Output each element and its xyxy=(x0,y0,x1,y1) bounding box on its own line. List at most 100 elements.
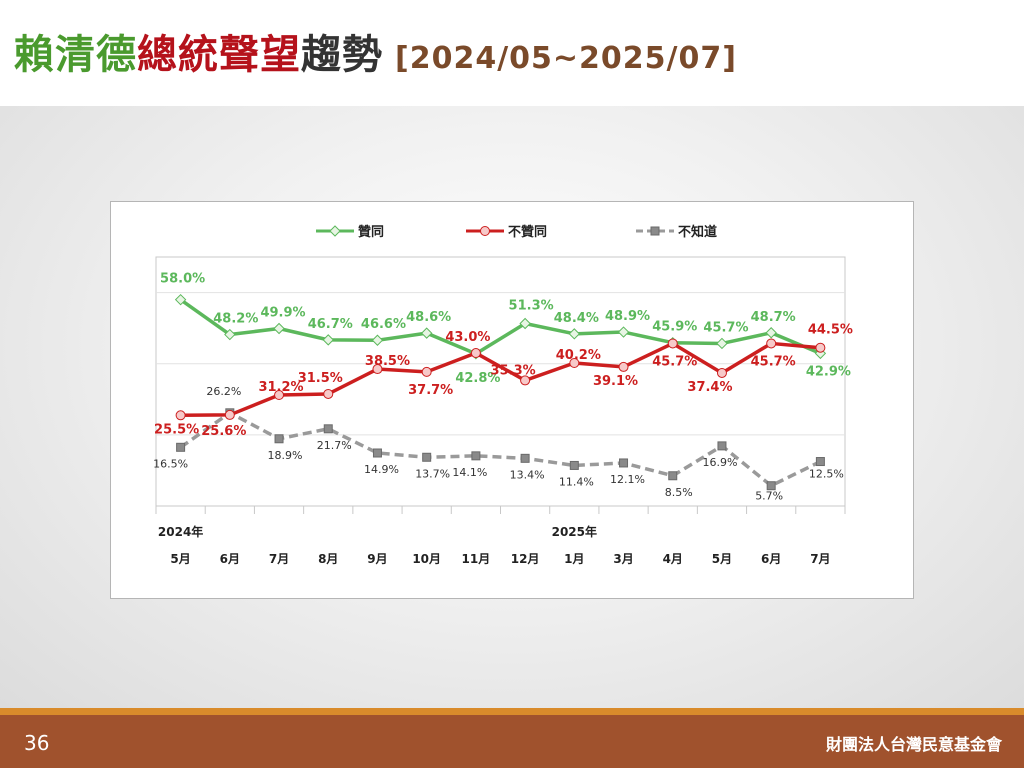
legend-marker xyxy=(480,226,490,236)
legend-label: 不贊同 xyxy=(508,224,547,240)
footer-stripe xyxy=(0,708,1024,715)
legend-marker xyxy=(329,225,341,237)
x-tick-label: 9月 xyxy=(367,552,387,566)
data-label: 13.7% xyxy=(415,467,450,480)
series-line-disapprove xyxy=(180,341,821,418)
x-tick-label: 5月 xyxy=(712,552,732,566)
data-label: 42.8% xyxy=(455,371,500,386)
organization-name: 財團法人台灣民意基金會 xyxy=(825,735,1002,754)
data-point xyxy=(568,328,581,340)
data-point xyxy=(323,424,333,434)
data-point xyxy=(176,442,186,452)
data-point xyxy=(766,338,777,349)
data-label: 12.1% xyxy=(610,473,645,486)
x-tick-label: 6月 xyxy=(761,552,781,566)
data-label: 58.0% xyxy=(160,272,205,287)
data-point xyxy=(322,334,334,346)
data-point xyxy=(716,367,727,378)
data-point xyxy=(274,434,284,444)
data-point xyxy=(668,471,678,481)
data-point xyxy=(273,322,285,335)
data-point xyxy=(569,358,580,369)
data-label: 51.3% xyxy=(509,299,554,314)
data-label: 26.2% xyxy=(206,385,241,398)
x-tick-label: 8月 xyxy=(318,552,338,566)
data-point xyxy=(174,293,187,306)
data-label: 38.5% xyxy=(365,354,410,369)
data-point xyxy=(224,409,235,420)
data-label: 40.2% xyxy=(556,348,601,363)
data-point xyxy=(420,327,433,339)
data-label: 13.4% xyxy=(510,468,545,481)
data-label: 11.4% xyxy=(559,475,594,488)
data-label: 14.1% xyxy=(452,466,487,479)
data-label: 16.9% xyxy=(702,456,737,469)
data-point xyxy=(371,334,384,346)
data-point xyxy=(224,328,236,341)
title-segment-name: 賴清德 xyxy=(14,32,137,78)
year-label: 2024年 xyxy=(158,524,203,539)
data-label: 49.9% xyxy=(260,305,305,320)
data-label: 16.5% xyxy=(153,457,188,470)
data-label: 48.6% xyxy=(406,310,451,325)
data-point xyxy=(421,366,432,377)
data-label: 37.4% xyxy=(687,380,732,395)
data-point xyxy=(519,317,531,330)
data-point xyxy=(765,327,777,339)
data-label: 44.5% xyxy=(808,323,853,338)
data-label: 39.1% xyxy=(593,374,638,389)
title-segment-trend: 趨勢 xyxy=(301,32,383,78)
data-label: 35.3% xyxy=(491,363,536,378)
data-label: 18.9% xyxy=(268,449,303,462)
x-tick-label: 11月 xyxy=(462,552,491,566)
data-label: 31.5% xyxy=(298,371,343,386)
x-tick-label: 3月 xyxy=(613,552,633,566)
data-label: 45.7% xyxy=(652,354,697,369)
data-point xyxy=(569,460,579,470)
data-label: 21.7% xyxy=(317,439,352,452)
data-point xyxy=(471,451,481,461)
data-point xyxy=(618,361,629,372)
data-point xyxy=(422,452,432,462)
data-point xyxy=(716,337,728,350)
data-label: 25.5% xyxy=(154,422,199,437)
legend-label: 不知道 xyxy=(678,224,717,240)
year-label: 2025年 xyxy=(552,524,597,539)
data-label: 46.7% xyxy=(308,317,353,332)
data-point xyxy=(274,390,285,401)
x-tick-label: 6月 xyxy=(220,552,240,566)
x-tick-label: 10月 xyxy=(412,552,441,566)
x-tick-label: 7月 xyxy=(810,552,830,566)
x-tick-label: 7月 xyxy=(269,552,289,566)
chart-frame: 5月 6月 7月 8月 9月 10月 11月 12月 1月 3月 4月 5月 6月 7月 2024年 2025… xyxy=(110,201,914,599)
data-point xyxy=(520,453,530,463)
data-point xyxy=(175,410,186,421)
series-line-unknown xyxy=(179,411,822,488)
data-label: 42.9% xyxy=(806,364,851,379)
x-tick-label: 4月 xyxy=(663,552,683,566)
page-number: 36 xyxy=(24,731,50,755)
data-point xyxy=(372,364,383,375)
legend-marker xyxy=(650,226,660,236)
data-point xyxy=(520,375,531,386)
data-label: 25.6% xyxy=(201,424,246,439)
data-label: 45.9% xyxy=(652,320,697,335)
title-segment-approval: 總統聲望 xyxy=(137,32,301,78)
series-line-approve xyxy=(179,298,822,356)
x-tick-label: 5月 xyxy=(170,552,190,566)
data-point xyxy=(766,481,776,491)
data-point xyxy=(372,448,382,458)
data-label: 14.9% xyxy=(364,463,399,476)
data-label: 48.2% xyxy=(213,312,258,327)
data-label: 48.7% xyxy=(751,310,796,325)
slide-title: 賴清德總統聲望趨勢 [2024/05~2025/07] xyxy=(14,22,737,80)
title-date-range: [2024/05~2025/07] xyxy=(395,41,737,76)
x-tick-label: 1月 xyxy=(564,552,584,566)
legend-label: 贊同 xyxy=(358,224,384,240)
line-chart: 5月 6月 7月 8月 9月 10月 11月 12月 1月 3月 4月 5月 6月 7月 2024年 2025… xyxy=(153,224,853,566)
data-label: 43.0% xyxy=(445,330,490,345)
footer: 36 財團法人台灣民意基金會 xyxy=(0,715,1024,768)
data-label: 37.7% xyxy=(408,383,453,398)
data-point xyxy=(667,338,678,349)
data-point xyxy=(717,441,727,451)
